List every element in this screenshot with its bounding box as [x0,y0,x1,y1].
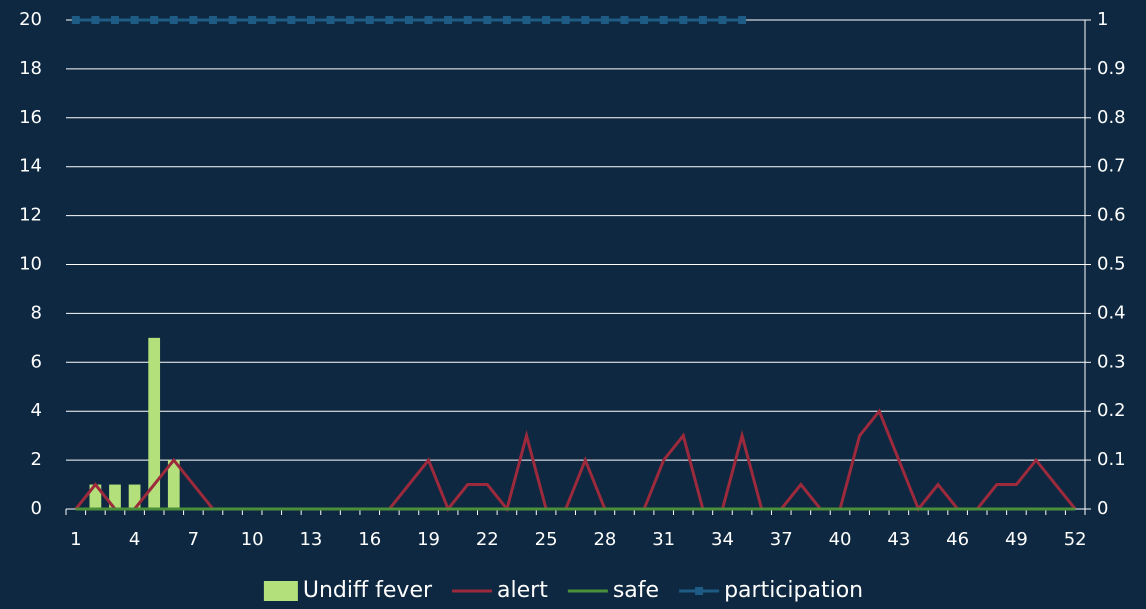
marker [404,16,413,24]
marker [150,16,159,24]
y-tick-label: 2 [31,449,42,470]
y2-tick-label: 1 [1097,9,1108,30]
y2-tick-label: 0.1 [1097,449,1126,470]
marker [346,16,355,24]
legend-label: safe [613,578,659,603]
legend-label: participation [724,578,863,603]
bar [89,484,102,509]
marker [444,16,453,24]
marker [91,16,100,24]
marker [189,16,198,24]
x-tick-label: 31 [652,529,675,550]
marker [698,16,707,24]
x-tick-label: 40 [829,529,852,550]
legend-label: alert [497,578,548,603]
marker [385,16,394,24]
marker [306,16,315,24]
marker [561,16,570,24]
marker [659,16,668,24]
y2-tick-label: 0.9 [1097,58,1126,79]
y2-tick-label: 0.6 [1097,205,1126,226]
x-tick-label: 19 [417,529,440,550]
y2-tick-label: 0.8 [1097,107,1126,128]
x-tick-label: 13 [299,529,322,550]
marker [483,16,492,24]
y2-tick-label: 0.2 [1097,400,1126,421]
y-tick-label: 18 [19,58,42,79]
x-tick-label: 49 [1005,529,1028,550]
marker [718,16,727,24]
marker [600,16,609,24]
x-tick-label: 37 [770,529,793,550]
legend-label: Undiff fever [303,578,433,603]
marker [738,16,747,24]
bar [109,484,121,509]
y-tick-label: 6 [31,351,42,372]
marker [620,16,629,24]
y-tick-label: 4 [31,400,42,421]
x-tick-label: 34 [711,529,734,550]
y2-tick-label: 0.3 [1097,351,1126,372]
legend-marker [695,587,704,595]
y-tick-label: 16 [19,107,42,128]
y-tick-label: 14 [19,156,42,177]
x-tick-label: 16 [358,529,381,550]
marker [542,16,551,24]
y2-tick-label: 0.4 [1097,302,1126,323]
y2-tick-label: 0.7 [1097,156,1126,177]
marker [502,16,511,24]
x-tick-label: 10 [241,529,264,550]
marker [522,16,531,24]
marker [581,16,590,24]
marker [326,16,335,24]
y2-tick-label: 0 [1097,498,1108,519]
y-tick-label: 0 [31,498,42,519]
x-tick-label: 1 [70,529,81,550]
x-tick-label: 28 [593,529,616,550]
x-tick-label: 7 [188,529,199,550]
marker [365,16,374,24]
y2-tick-label: 0.5 [1097,254,1126,275]
x-tick-label: 43 [887,529,910,550]
y-tick-label: 12 [19,205,42,226]
marker [110,16,119,24]
marker [463,16,472,24]
x-tick-label: 4 [129,529,140,550]
y-tick-label: 10 [19,254,42,275]
legend-swatch [263,581,298,601]
marker [640,16,649,24]
marker [267,16,276,24]
marker [208,16,217,24]
x-tick-label: 46 [946,529,969,550]
bar [167,460,180,509]
marker [287,16,296,24]
marker [71,16,80,24]
marker [228,16,237,24]
x-tick-label: 25 [535,529,558,550]
x-tick-label: 52 [1064,529,1087,550]
marker [248,16,257,24]
marker [130,16,139,24]
y-tick-label: 20 [19,9,42,30]
marker [424,16,433,24]
bar [148,337,161,509]
bar [128,484,141,509]
marker [679,16,688,24]
y-tick-label: 8 [31,302,42,323]
marker [169,16,178,24]
x-tick-label: 22 [476,529,499,550]
